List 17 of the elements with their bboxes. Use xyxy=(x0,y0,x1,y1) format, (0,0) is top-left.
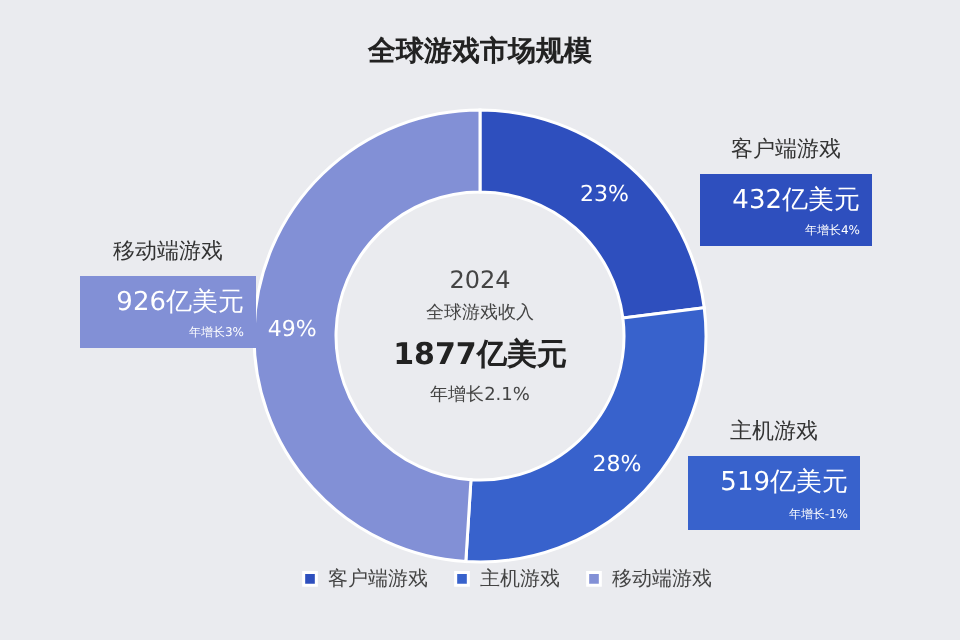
data-label: 49% xyxy=(267,316,317,343)
legend-label: 主机游戏 xyxy=(480,566,560,591)
text: 1877亿美元 xyxy=(393,336,567,372)
text: 年增长2.1% xyxy=(430,384,531,406)
text: 全球游戏收入 xyxy=(426,302,534,324)
legend-label: 移动端游戏 xyxy=(612,566,712,591)
legend-label: 客户端游戏 xyxy=(328,566,428,591)
text: 519亿美元 xyxy=(720,466,848,498)
data-label: 23% xyxy=(579,180,629,207)
text: 2024 xyxy=(449,266,511,294)
chart-title: 全球游戏市场规模 xyxy=(366,34,594,68)
data-label: 28% xyxy=(592,450,642,477)
text: 432亿美元 xyxy=(732,184,860,216)
text: 客户端游戏 xyxy=(731,136,841,162)
text: 主机游戏 xyxy=(730,418,818,444)
text: 926亿美元 xyxy=(116,286,244,318)
text: 移动端游戏 xyxy=(113,238,223,264)
